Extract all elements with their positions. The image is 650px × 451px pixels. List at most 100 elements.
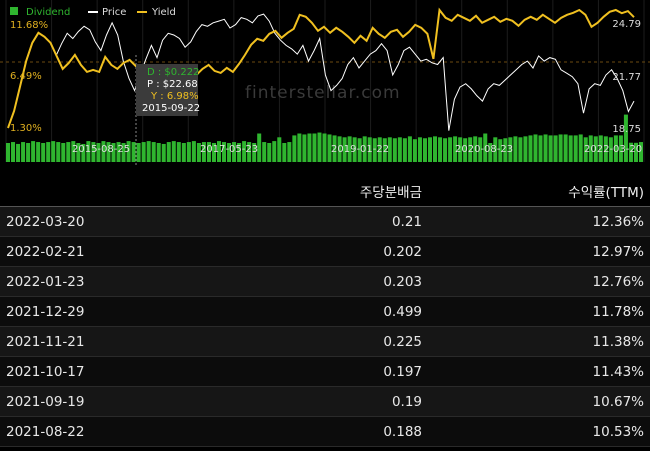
dividend-bar[interactable]: [387, 137, 392, 162]
dividend-bar[interactable]: [448, 137, 453, 162]
dividend-bar[interactable]: [493, 137, 498, 162]
dividend-bar[interactable]: [16, 143, 21, 162]
dividend-bar[interactable]: [262, 142, 267, 162]
dividend-bar[interactable]: [638, 142, 643, 162]
dividend-bar[interactable]: [407, 136, 412, 162]
dividend-bar[interactable]: [397, 137, 402, 162]
dividend-bar[interactable]: [71, 141, 76, 162]
dividend-bar[interactable]: [478, 137, 483, 162]
dividend-bar[interactable]: [181, 143, 186, 162]
dividend-bar[interactable]: [558, 134, 563, 162]
dividend-bar[interactable]: [392, 138, 397, 162]
dividend-bar[interactable]: [513, 136, 518, 162]
dividend-bar[interactable]: [488, 143, 493, 162]
dividend-bar[interactable]: [463, 138, 468, 162]
dividend-bar[interactable]: [312, 133, 317, 163]
dividend-bar[interactable]: [433, 136, 438, 162]
dividend-bar[interactable]: [623, 114, 628, 162]
dividend-bar[interactable]: [166, 142, 171, 162]
dividend-bar[interactable]: [76, 143, 81, 162]
dividend-bar[interactable]: [111, 143, 116, 162]
dividend-bar[interactable]: [282, 143, 287, 162]
dividend-bar[interactable]: [116, 142, 121, 162]
dividend-bar[interactable]: [186, 142, 191, 162]
dividend-bar[interactable]: [66, 142, 71, 162]
dividend-bar[interactable]: [131, 142, 136, 162]
dividend-bar[interactable]: [327, 134, 332, 162]
dividend-bar[interactable]: [216, 141, 222, 162]
dividend-bar[interactable]: [468, 137, 473, 162]
dividend-bar[interactable]: [302, 134, 307, 162]
dividend-bar[interactable]: [377, 137, 382, 162]
dividend-bar[interactable]: [563, 134, 568, 162]
dividend-bar[interactable]: [362, 136, 367, 162]
dividend-bar[interactable]: [211, 143, 216, 162]
dividend-bar[interactable]: [222, 142, 227, 162]
dividend-bar[interactable]: [583, 137, 588, 162]
dividend-bar[interactable]: [41, 143, 46, 162]
dividend-bar[interactable]: [101, 141, 106, 162]
dividend-bar[interactable]: [473, 136, 478, 162]
dividend-bar[interactable]: [367, 137, 372, 162]
dividend-bar[interactable]: [196, 143, 201, 162]
dividend-bar[interactable]: [332, 135, 337, 162]
dividend-bar[interactable]: [518, 137, 523, 162]
dividend-bar[interactable]: [438, 137, 443, 162]
dividend-bar[interactable]: [598, 135, 603, 162]
dividend-bar[interactable]: [191, 141, 196, 162]
dividend-bar[interactable]: [417, 137, 422, 162]
dividend-bar[interactable]: [538, 135, 543, 162]
dividend-bar[interactable]: [453, 136, 458, 162]
dividend-bar[interactable]: [242, 141, 247, 162]
dividend-bar[interactable]: [337, 136, 342, 162]
dividend-bar[interactable]: [6, 143, 11, 162]
dividend-bar[interactable]: [277, 137, 282, 162]
dividend-bar[interactable]: [553, 135, 558, 162]
dividend-bar[interactable]: [287, 142, 292, 162]
dividend-bar[interactable]: [352, 137, 357, 162]
dividend-bar[interactable]: [357, 138, 362, 162]
dividend-bar[interactable]: [11, 142, 16, 162]
dividend-bar[interactable]: [56, 142, 61, 162]
dividend-bar[interactable]: [508, 137, 513, 162]
dividend-bar[interactable]: [613, 135, 618, 162]
dividend-bar[interactable]: [201, 142, 206, 162]
yield-line[interactable]: [7, 7, 635, 129]
dividend-bar[interactable]: [593, 136, 598, 162]
price-line[interactable]: [55, 13, 635, 131]
dividend-bar[interactable]: [573, 135, 578, 162]
dividend-bar[interactable]: [342, 137, 347, 162]
dividend-bar[interactable]: [347, 136, 352, 162]
dividend-bar[interactable]: [267, 143, 272, 162]
dividend-bar[interactable]: [292, 135, 297, 162]
dividend-bar[interactable]: [458, 137, 463, 162]
dividend-bar[interactable]: [498, 139, 503, 162]
dividend-bar[interactable]: [402, 138, 407, 162]
dividend-bar[interactable]: [232, 142, 237, 162]
dividend-bar[interactable]: [272, 141, 277, 162]
dividend-bar[interactable]: [297, 133, 302, 163]
dividend-bar[interactable]: [156, 143, 161, 162]
dividend-bar[interactable]: [171, 141, 176, 162]
dividend-bar[interactable]: [317, 132, 322, 162]
dividend-bar[interactable]: [427, 137, 432, 162]
dividend-bar[interactable]: [307, 133, 312, 163]
dividend-bar[interactable]: [126, 141, 131, 162]
dividend-bar[interactable]: [543, 134, 548, 162]
dividend-bar[interactable]: [247, 142, 252, 162]
dividend-bar[interactable]: [503, 138, 508, 162]
dividend-bar[interactable]: [382, 138, 387, 162]
dividend-bar[interactable]: [422, 138, 427, 162]
dividend-bar[interactable]: [443, 138, 448, 162]
dividend-bar[interactable]: [31, 141, 36, 162]
dividend-bar[interactable]: [96, 143, 101, 162]
dividend-bar[interactable]: [528, 135, 533, 162]
dividend-bar[interactable]: [578, 134, 583, 162]
dividend-bar[interactable]: [533, 134, 538, 162]
dividend-bar[interactable]: [26, 143, 31, 162]
dividend-bar[interactable]: [608, 137, 613, 162]
dividend-bar[interactable]: [252, 143, 257, 162]
dividend-bar[interactable]: [412, 139, 417, 162]
dividend-bar[interactable]: [628, 142, 633, 163]
dividend-bar[interactable]: [568, 135, 573, 162]
